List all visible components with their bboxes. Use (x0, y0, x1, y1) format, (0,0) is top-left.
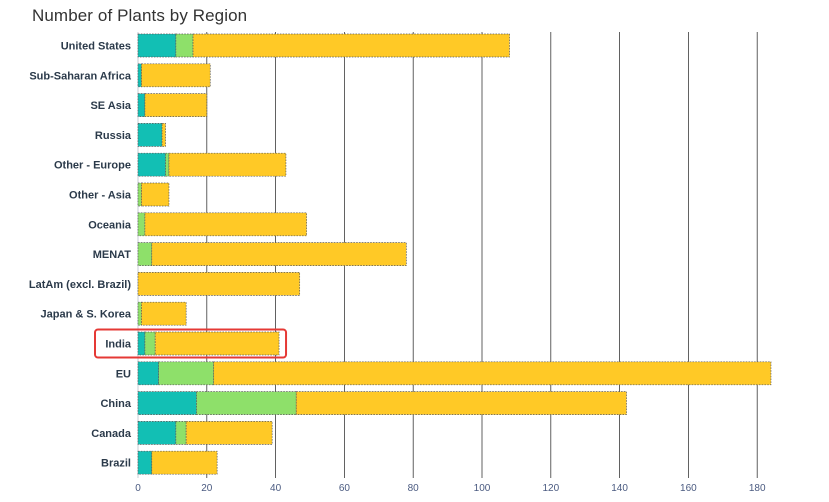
bar-segment-brazil-2 (151, 450, 218, 475)
x-tick-label: 80 (408, 483, 420, 494)
bar-segment-sub-saharan-africa-0 (137, 63, 142, 88)
bars (137, 33, 772, 475)
category-label-brazil: Brazil (101, 458, 131, 470)
bar-segment-china-2 (295, 391, 627, 415)
bar-segment-eu-1 (158, 361, 215, 386)
bar-segment-canada-2 (185, 421, 273, 445)
chart-title: Number of Plants by Region (32, 6, 248, 25)
category-label-india: India (105, 339, 132, 351)
bar-segment-india-1 (144, 331, 156, 356)
bar-segment-brazil-0 (137, 450, 153, 475)
bar-segment-united-states-1 (175, 33, 194, 58)
bar-segment-se-asia-0 (137, 93, 146, 117)
highlight (94, 328, 288, 359)
bar-segment-united-states-0 (137, 33, 177, 58)
bar-segment-canada-1 (175, 421, 187, 445)
bar-segment-other-europe-1 (165, 152, 170, 177)
category-label-other-asia: Other - Asia (69, 190, 132, 202)
bar-segment-japan-s-korea-2 (141, 301, 187, 326)
bar-segment-menat-1 (137, 242, 153, 266)
bar-segment-eu-0 (137, 361, 159, 386)
bar-segment-china-0 (137, 391, 197, 415)
category-label-japan-s-korea: Japan & S. Korea (41, 309, 132, 321)
bar-segment-latam-excl-brazil-2 (137, 272, 301, 296)
category-label-russia: Russia (95, 130, 132, 142)
x-tick-label: 20 (201, 483, 213, 494)
bar-segment-menat-2 (151, 242, 407, 266)
bar-segment-india-0 (137, 331, 146, 356)
category-labels: United States Sub-Saharan Africa SE Asia Ru… (29, 41, 132, 470)
category-label-se-asia: SE Asia (90, 100, 131, 112)
bar-segment-canada-0 (137, 421, 177, 445)
x-axis-ticks: 0 20 40 60 80 100 120 140 160 180 (135, 483, 766, 494)
bar-segment-india-2 (154, 331, 280, 356)
category-label-latam-excl-brazil: LatAm (excl. Brazil) (29, 279, 131, 291)
category-label-eu: EU (116, 368, 131, 380)
x-tick-label: 100 (474, 483, 491, 494)
bar-segment-oceania-1 (137, 212, 146, 237)
bar-segment-other-asia-1 (137, 182, 142, 207)
category-label-menat: MENAT (93, 249, 132, 261)
category-label-sub-saharan-africa: Sub-Saharan Africa (29, 70, 132, 82)
bar-segment-se-asia-2 (144, 93, 208, 117)
bar-segment-other-asia-2 (141, 182, 170, 207)
bar-segment-other-europe-2 (168, 152, 287, 177)
category-label-other-europe: Other - Europe (54, 160, 131, 172)
category-label-canada: Canada (91, 428, 132, 440)
x-tick-label: 0 (135, 483, 141, 494)
category-label-oceania: Oceania (88, 219, 132, 231)
bar-segment-china-1 (196, 391, 297, 415)
highlight-box (94, 328, 288, 359)
x-tick-label: 180 (749, 483, 766, 494)
bar-segment-japan-s-korea-1 (137, 301, 142, 326)
bar-segment-russia-0 (137, 123, 163, 147)
x-tick-label: 140 (611, 483, 628, 494)
bar-segment-eu-2 (213, 361, 772, 386)
bar-segment-sub-saharan-africa-2 (141, 63, 211, 88)
x-tick-label: 120 (542, 483, 559, 494)
category-label-china: China (100, 398, 131, 410)
bar-segment-russia-2 (161, 123, 166, 147)
x-tick-label: 40 (270, 483, 282, 494)
category-label-united-states: United States (61, 41, 131, 53)
x-tick-label: 60 (339, 483, 351, 494)
x-tick-label: 160 (680, 483, 697, 494)
bar-segment-united-states-2 (192, 33, 510, 58)
bar-segment-oceania-2 (144, 212, 307, 237)
bar-segment-other-europe-0 (137, 152, 166, 177)
